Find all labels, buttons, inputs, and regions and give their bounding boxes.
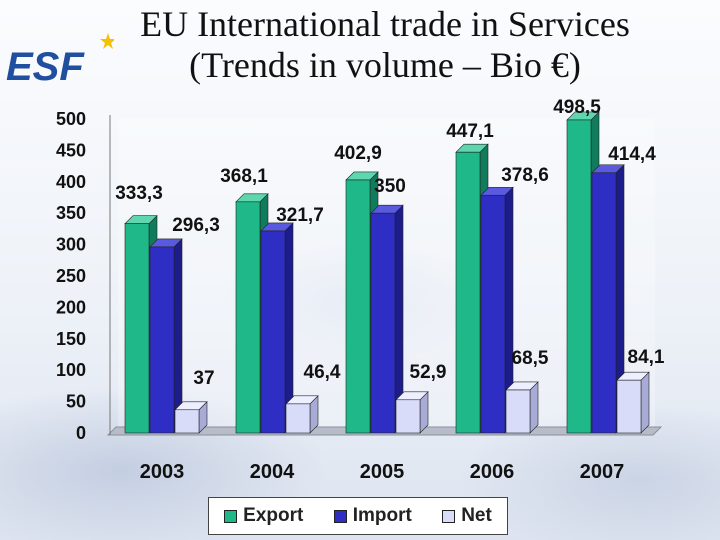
bar-side-net-2006 <box>529 381 539 434</box>
bar-export-2006 <box>455 151 481 434</box>
bar-side-net-2007 <box>640 371 650 434</box>
bar-import-2003 <box>149 246 175 434</box>
bar-import-2004 <box>260 230 286 434</box>
legend-item-export: Export <box>224 505 303 527</box>
bar-net-2004 <box>285 403 311 434</box>
data-label-export-2005: 402,9 <box>334 143 382 164</box>
bar-export-2003 <box>124 223 150 434</box>
y-tick-label: 450 <box>56 140 86 160</box>
data-label-net-2006: 68,5 <box>512 348 549 369</box>
star-icon <box>100 33 114 49</box>
legend: Export Import Net <box>208 497 508 535</box>
data-label-net-2003: 37 <box>193 368 214 389</box>
legend-item-import: Import <box>333 505 412 527</box>
data-label-net-2007: 84,1 <box>628 347 665 368</box>
y-tick-label: 0 <box>76 423 86 443</box>
y-tick-label: 350 <box>56 203 86 223</box>
bar-net-2005 <box>395 399 421 434</box>
data-label-export-2007: 498,5 <box>553 97 601 118</box>
bar-export-2005 <box>345 179 371 434</box>
y-tick-label: 100 <box>56 360 86 380</box>
data-label-import-2006: 378,6 <box>501 165 549 186</box>
data-label-export-2006: 447,1 <box>446 121 494 142</box>
x-tick-label-2003: 2003 <box>140 461 185 483</box>
y-tick-label: 150 <box>56 329 86 349</box>
bar-export-2004 <box>235 201 261 434</box>
x-tick-label-2006: 2006 <box>470 461 515 483</box>
legend-swatch-net <box>442 509 456 523</box>
bar-net-2007 <box>616 379 642 434</box>
esf-logo-text: ESF <box>6 45 85 89</box>
legend-label-net: Net <box>461 505 492 526</box>
y-tick-label: 500 <box>56 109 86 129</box>
bar-import-2007 <box>591 172 617 434</box>
data-label-import-2005: 350 <box>374 176 406 197</box>
bar-net-2003 <box>174 409 200 434</box>
data-label-import-2007: 414,4 <box>608 144 656 165</box>
title-line-2: (Trends in volume – Bio €) <box>189 45 581 85</box>
legend-swatch-export <box>224 509 238 523</box>
data-label-export-2004: 368,1 <box>220 166 268 187</box>
legend-label-import: Import <box>352 505 412 526</box>
x-tick-label-2005: 2005 <box>360 461 405 483</box>
legend-swatch-import <box>333 509 347 523</box>
data-label-import-2003: 296,3 <box>172 215 220 236</box>
y-tick-label: 400 <box>56 172 86 192</box>
x-tick-label-2004: 2004 <box>250 461 295 483</box>
data-label-export-2003: 333,3 <box>115 183 163 204</box>
y-tick-label: 50 <box>66 392 86 412</box>
bar-net-2006 <box>505 389 531 434</box>
data-label-import-2004: 321,7 <box>276 205 324 226</box>
data-label-net-2005: 52,9 <box>410 362 447 383</box>
legend-label-export: Export <box>243 505 304 526</box>
bar-export-2007 <box>566 119 592 434</box>
legend-item-net: Net <box>442 505 492 527</box>
data-label-net-2004: 46,4 <box>304 362 341 383</box>
chart-title: EU International trade in Services (Tren… <box>70 4 700 86</box>
title-line-1: EU International trade in Services <box>140 4 630 44</box>
bar-import-2006 <box>480 194 506 434</box>
y-tick-label: 200 <box>56 297 86 317</box>
y-tick-label: 300 <box>56 235 86 255</box>
y-tick-label: 250 <box>56 266 86 286</box>
bar-import-2005 <box>370 212 396 434</box>
esf-logo: ESF <box>6 33 114 89</box>
x-tick-label-2007: 2007 <box>580 461 625 483</box>
